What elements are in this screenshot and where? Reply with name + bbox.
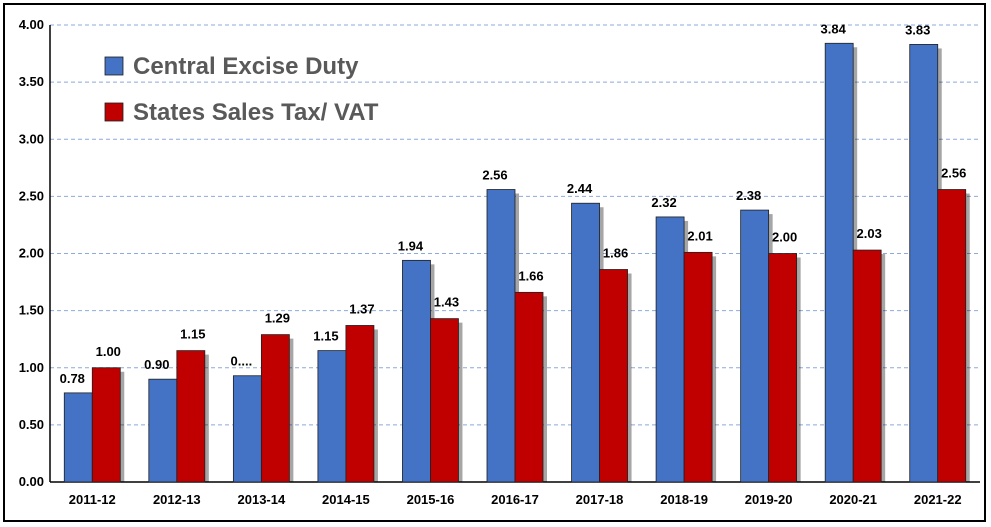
bar-state-vat bbox=[91, 367, 121, 483]
bar-central-excise bbox=[232, 375, 262, 483]
data-label: 2.56 bbox=[482, 168, 507, 183]
data-label: 2.32 bbox=[651, 195, 676, 210]
bar-central-excise bbox=[740, 209, 770, 483]
data-label: 2.03 bbox=[857, 226, 882, 241]
x-tick-label: 2012-13 bbox=[153, 492, 201, 507]
bar-chart: 0.00 0.50 1.00 1.50 2.00 2.50 3.00 3.50 4.00 0.78… bbox=[19, 17, 980, 507]
x-tick-label: 2019-20 bbox=[745, 492, 793, 507]
chart-frame: 0.00 0.50 1.00 1.50 2.00 2.50 3.00 3.50 4.00 0.78… bbox=[3, 3, 986, 522]
data-label: 2.01 bbox=[687, 228, 712, 243]
x-tick-label: 2021-22 bbox=[914, 492, 962, 507]
data-label: 0.78 bbox=[60, 371, 85, 386]
bar-central-excise bbox=[148, 378, 178, 483]
x-tick-label: 2016-17 bbox=[491, 492, 539, 507]
bar-central-excise bbox=[909, 44, 939, 483]
x-tick-label: 2011-12 bbox=[69, 492, 116, 507]
bar-central-excise bbox=[655, 216, 685, 483]
data-label: 1.15 bbox=[313, 329, 338, 344]
y-tick-label: 4.00 bbox=[19, 17, 44, 32]
data-label: 0.... bbox=[231, 354, 253, 369]
data-label: 2.44 bbox=[567, 181, 593, 196]
data-label: 1.43 bbox=[434, 295, 459, 310]
y-tick-label: 2.00 bbox=[19, 246, 44, 261]
bar-central-excise bbox=[402, 259, 431, 483]
y-tick-label: 0.00 bbox=[19, 474, 44, 489]
y-tick-label: 2.50 bbox=[19, 188, 44, 203]
bar-state-vat bbox=[345, 325, 375, 483]
data-label: 1.37 bbox=[349, 301, 374, 316]
legend-swatch bbox=[104, 56, 124, 76]
x-tick-label: 2020-21 bbox=[829, 492, 877, 507]
bar-state-vat bbox=[599, 269, 628, 483]
data-label: 1.86 bbox=[603, 245, 628, 260]
bar-state-vat bbox=[683, 251, 713, 483]
data-label: 1.29 bbox=[265, 311, 290, 326]
x-tick-label: 2013-14 bbox=[238, 492, 286, 507]
bar-state-vat bbox=[937, 189, 967, 483]
bar-central-excise bbox=[824, 42, 854, 483]
bar-state-vat bbox=[176, 350, 206, 483]
data-label: 3.83 bbox=[905, 22, 930, 37]
data-label: 2.38 bbox=[736, 188, 761, 203]
bar-central-excise bbox=[571, 202, 600, 483]
bar-central-excise bbox=[317, 350, 347, 483]
data-label: 2.56 bbox=[941, 166, 966, 181]
x-tick-label: 2014-15 bbox=[322, 492, 370, 507]
data-label: 3.84 bbox=[821, 21, 847, 36]
data-label: 0.90 bbox=[144, 357, 169, 372]
data-label: 1.94 bbox=[398, 238, 424, 253]
y-tick-label: 1.00 bbox=[19, 360, 44, 375]
y-tick-label: 1.50 bbox=[19, 303, 44, 318]
legend-label: States Sales Tax/ VAT bbox=[133, 99, 379, 126]
bar-state-vat bbox=[768, 253, 798, 483]
bar-state-vat bbox=[852, 249, 882, 483]
legend-label: Central Excise Duty bbox=[133, 53, 359, 80]
data-label: 1.00 bbox=[96, 344, 121, 359]
data-label: 2.00 bbox=[772, 230, 797, 245]
y-tick-label: 0.50 bbox=[19, 417, 44, 432]
bar-state-vat bbox=[260, 334, 290, 483]
data-label: 1.66 bbox=[518, 268, 543, 283]
y-tick-label: 3.50 bbox=[19, 74, 44, 89]
bar-state-vat bbox=[430, 318, 459, 483]
x-tick-label: 2017-18 bbox=[576, 492, 624, 507]
data-label: 1.15 bbox=[180, 327, 205, 342]
y-tick-label: 3.00 bbox=[19, 131, 44, 146]
bar-state-vat bbox=[514, 291, 544, 483]
bar-central-excise bbox=[63, 392, 93, 483]
legend-swatch bbox=[104, 102, 124, 122]
x-tick-label: 2015-16 bbox=[407, 492, 455, 507]
bar-central-excise bbox=[486, 189, 516, 483]
x-tick-label: 2018-19 bbox=[660, 492, 708, 507]
